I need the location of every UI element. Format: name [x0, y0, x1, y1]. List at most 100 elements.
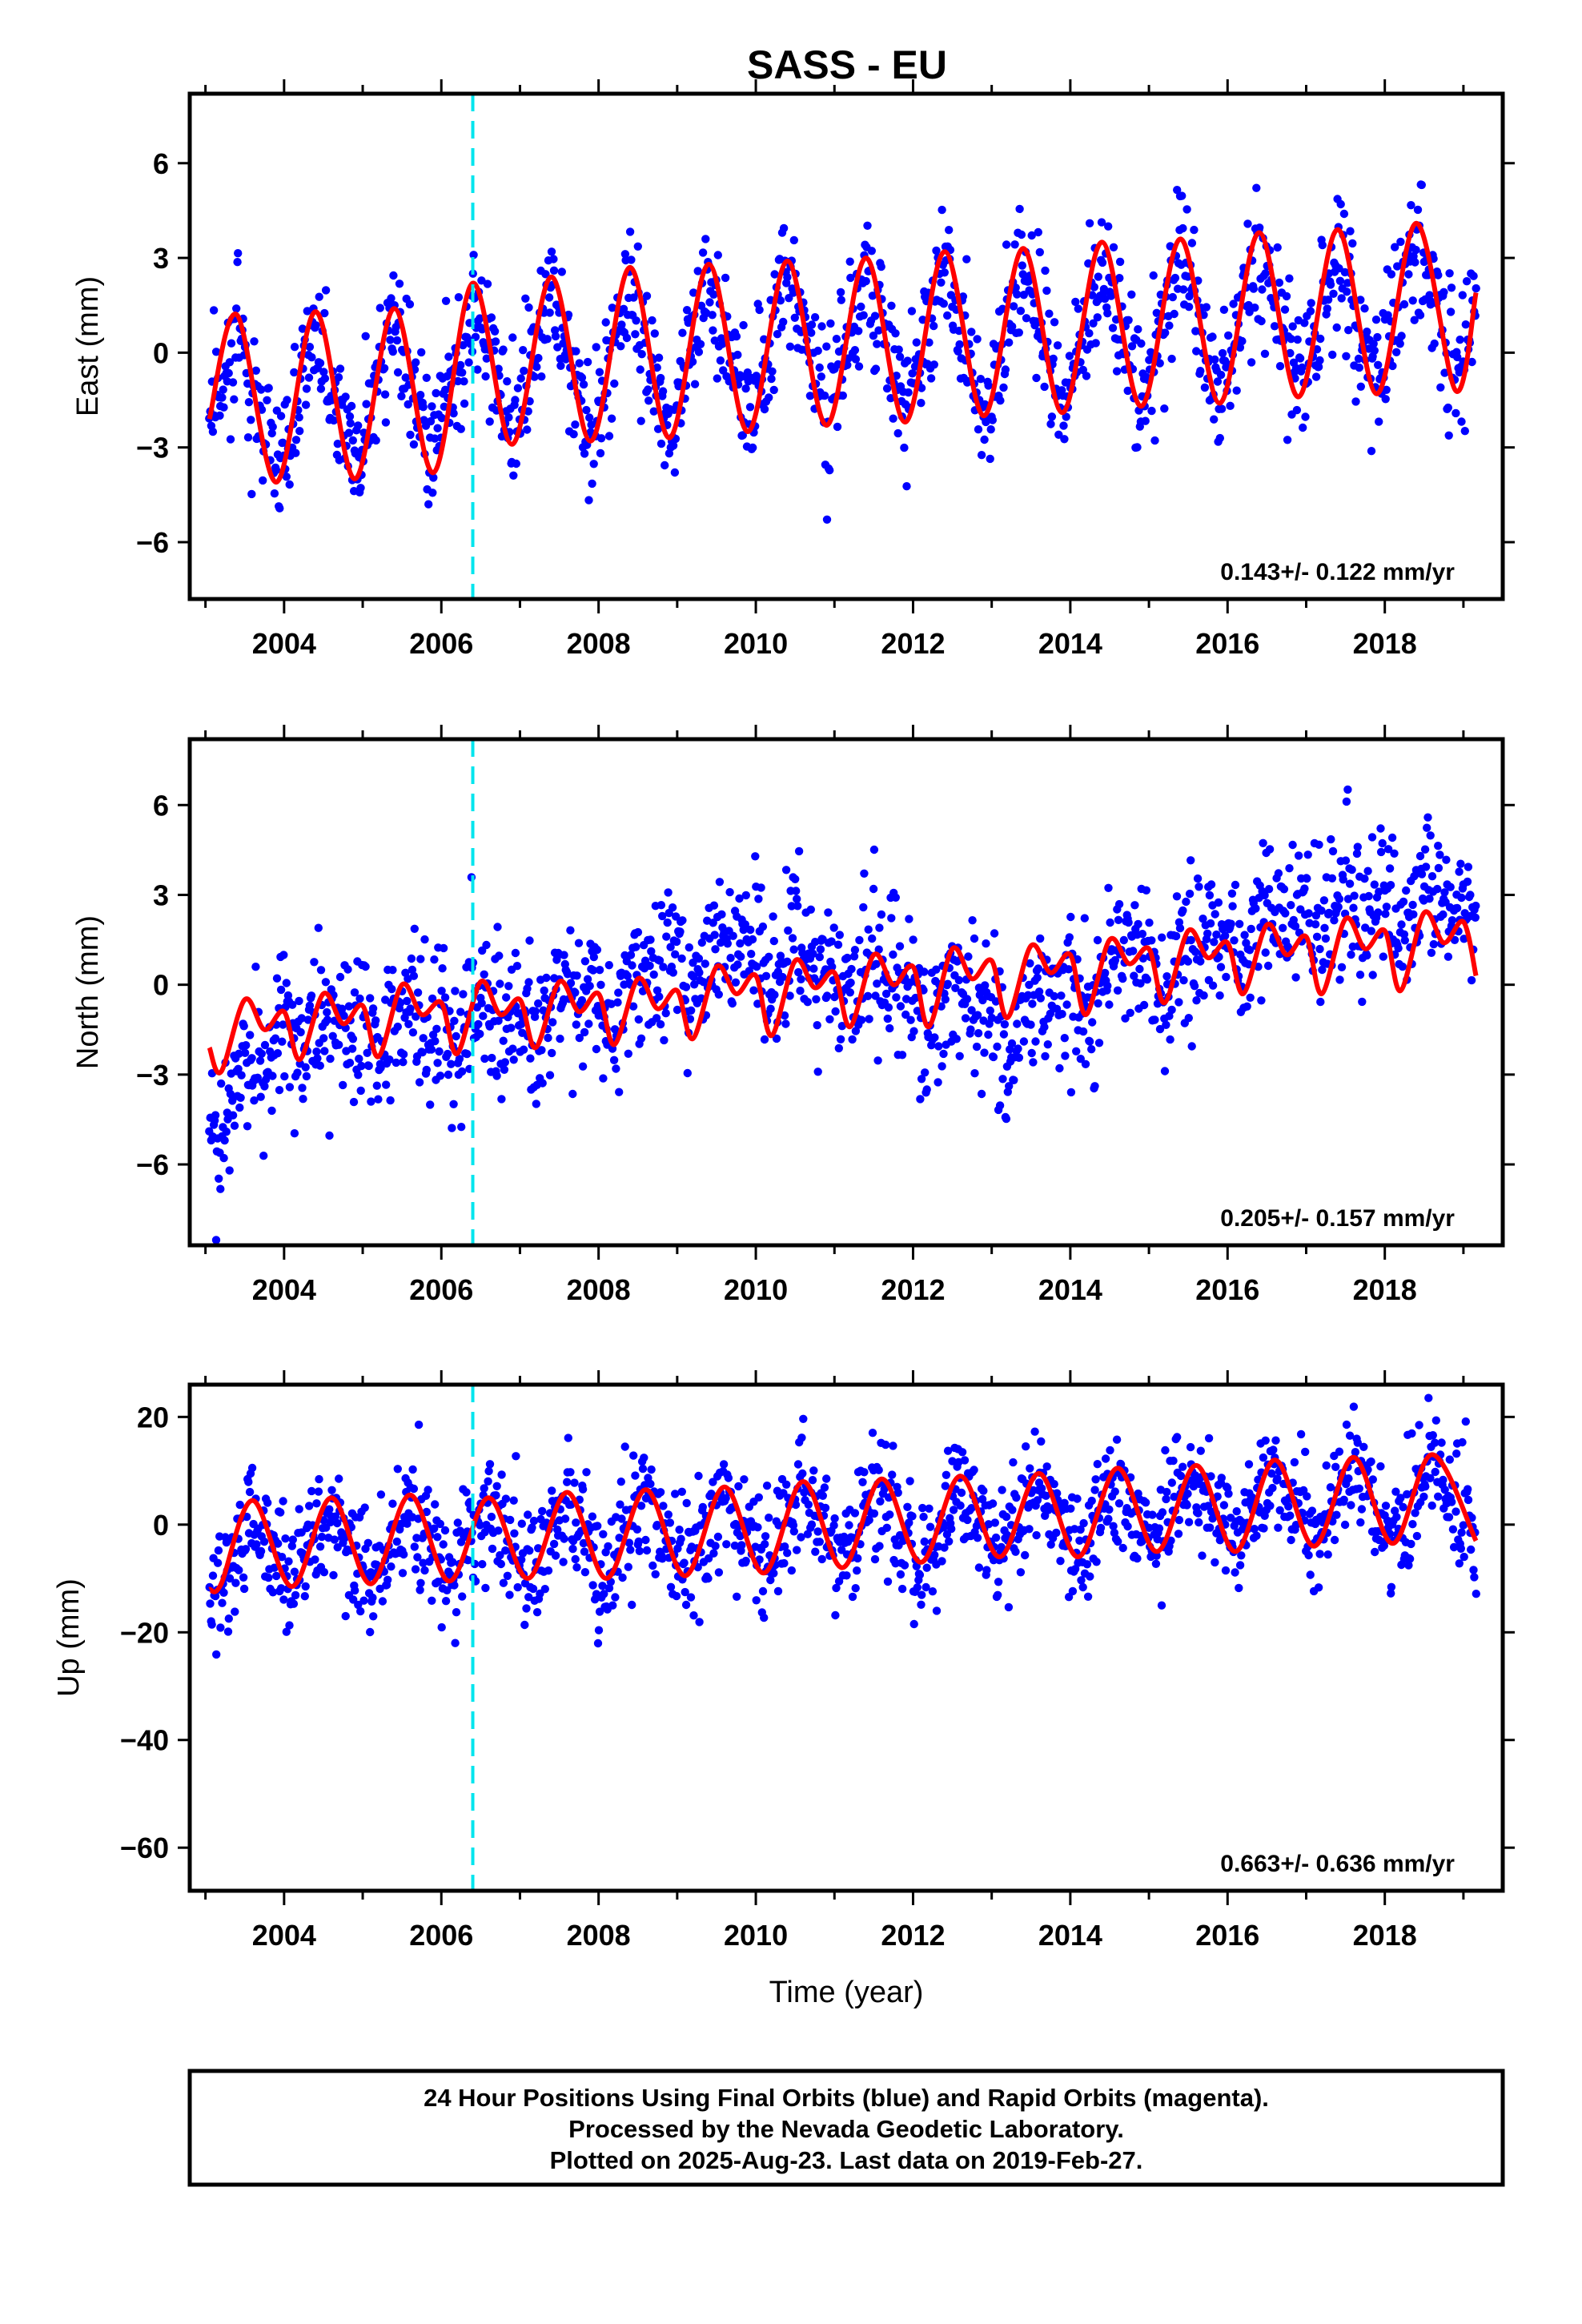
data-point [1139, 1000, 1149, 1010]
data-point [356, 1086, 365, 1096]
data-point [267, 428, 276, 438]
data-point [704, 1574, 713, 1583]
data-point [767, 374, 776, 384]
data-point [1184, 303, 1194, 312]
data-point [736, 939, 745, 948]
data-point [404, 400, 412, 409]
observation-points [205, 785, 1480, 1244]
data-point [1174, 998, 1183, 1007]
data-point [611, 1593, 620, 1602]
data-point [409, 971, 419, 980]
data-point [1232, 1507, 1241, 1516]
data-point [259, 1152, 268, 1160]
data-point [656, 1488, 665, 1497]
data-point [1214, 898, 1223, 907]
data-point [737, 1541, 746, 1550]
data-point [656, 373, 665, 383]
data-point [1273, 1474, 1282, 1483]
data-point [644, 396, 653, 405]
data-point [218, 1598, 227, 1607]
data-point [1368, 1475, 1378, 1484]
data-point [970, 934, 979, 943]
data-point [436, 1072, 445, 1080]
data-point [549, 255, 558, 263]
data-point [974, 1029, 983, 1038]
data-point [780, 1011, 789, 1020]
data-point [1167, 1478, 1177, 1487]
data-point [829, 923, 838, 932]
data-point [1252, 183, 1261, 192]
data-point [525, 1546, 534, 1555]
data-point [652, 363, 661, 372]
data-point [1367, 833, 1377, 842]
data-point [1130, 971, 1138, 980]
data-point [1136, 979, 1145, 988]
data-point [815, 952, 824, 962]
data-point [687, 1006, 696, 1015]
data-point [1050, 318, 1059, 327]
data-point [934, 1078, 942, 1087]
data-point [834, 1043, 844, 1053]
data-point [385, 1055, 394, 1064]
data-point [240, 1048, 250, 1058]
data-point [770, 991, 779, 999]
data-point [319, 368, 328, 376]
data-point [1211, 1558, 1219, 1567]
data-point [1002, 1114, 1011, 1124]
data-point [561, 355, 571, 364]
data-point [556, 1034, 564, 1043]
data-point [972, 1042, 982, 1051]
data-point [412, 358, 420, 367]
data-point [863, 991, 873, 1001]
data-point [1227, 919, 1235, 928]
data-point [1008, 322, 1017, 331]
data-point [1332, 323, 1341, 332]
data-point [1123, 386, 1132, 396]
data-point [458, 1592, 467, 1601]
data-point [1381, 910, 1390, 919]
data-point [241, 1545, 251, 1554]
data-point [1461, 320, 1471, 329]
data-point [773, 330, 782, 339]
data-point [945, 1537, 954, 1546]
data-point [348, 1035, 358, 1043]
data-point [509, 1055, 518, 1064]
data-point [784, 926, 793, 935]
data-point [412, 1012, 420, 1021]
data-point [753, 962, 761, 971]
data-point [416, 1586, 424, 1594]
data-point [452, 1031, 460, 1041]
data-point [1358, 997, 1367, 1007]
data-point [513, 1582, 522, 1592]
data-point [598, 1582, 607, 1590]
data-point [557, 267, 566, 276]
data-point [669, 441, 678, 450]
data-point [1381, 1502, 1391, 1510]
data-point [958, 1448, 967, 1457]
data-point [909, 1027, 918, 1035]
data-point [847, 964, 856, 974]
data-point [1047, 412, 1057, 421]
data-point [926, 374, 936, 383]
data-point [770, 270, 779, 279]
data-point [1440, 368, 1449, 377]
data-point [850, 1509, 860, 1518]
x-tick-label: 2010 [724, 1919, 788, 1952]
data-point [491, 337, 500, 346]
data-point [897, 1584, 907, 1594]
data-point [913, 1007, 922, 1015]
data-point [264, 384, 273, 392]
data-point [354, 421, 363, 430]
data-point [954, 975, 964, 985]
data-point [617, 1514, 626, 1523]
data-point [453, 1518, 462, 1527]
data-point [997, 1542, 1006, 1552]
data-point [1271, 1436, 1280, 1445]
data-point [1250, 1525, 1259, 1534]
data-point [1315, 840, 1323, 850]
data-point [807, 320, 817, 329]
data-point [710, 931, 719, 939]
data-point [693, 267, 702, 275]
data-point [492, 1482, 501, 1491]
